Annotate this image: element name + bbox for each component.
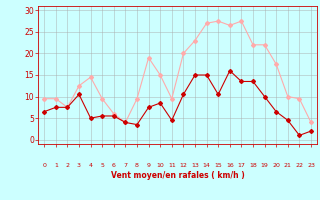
X-axis label: Vent moyen/en rafales ( km/h ): Vent moyen/en rafales ( km/h ) bbox=[111, 171, 244, 180]
